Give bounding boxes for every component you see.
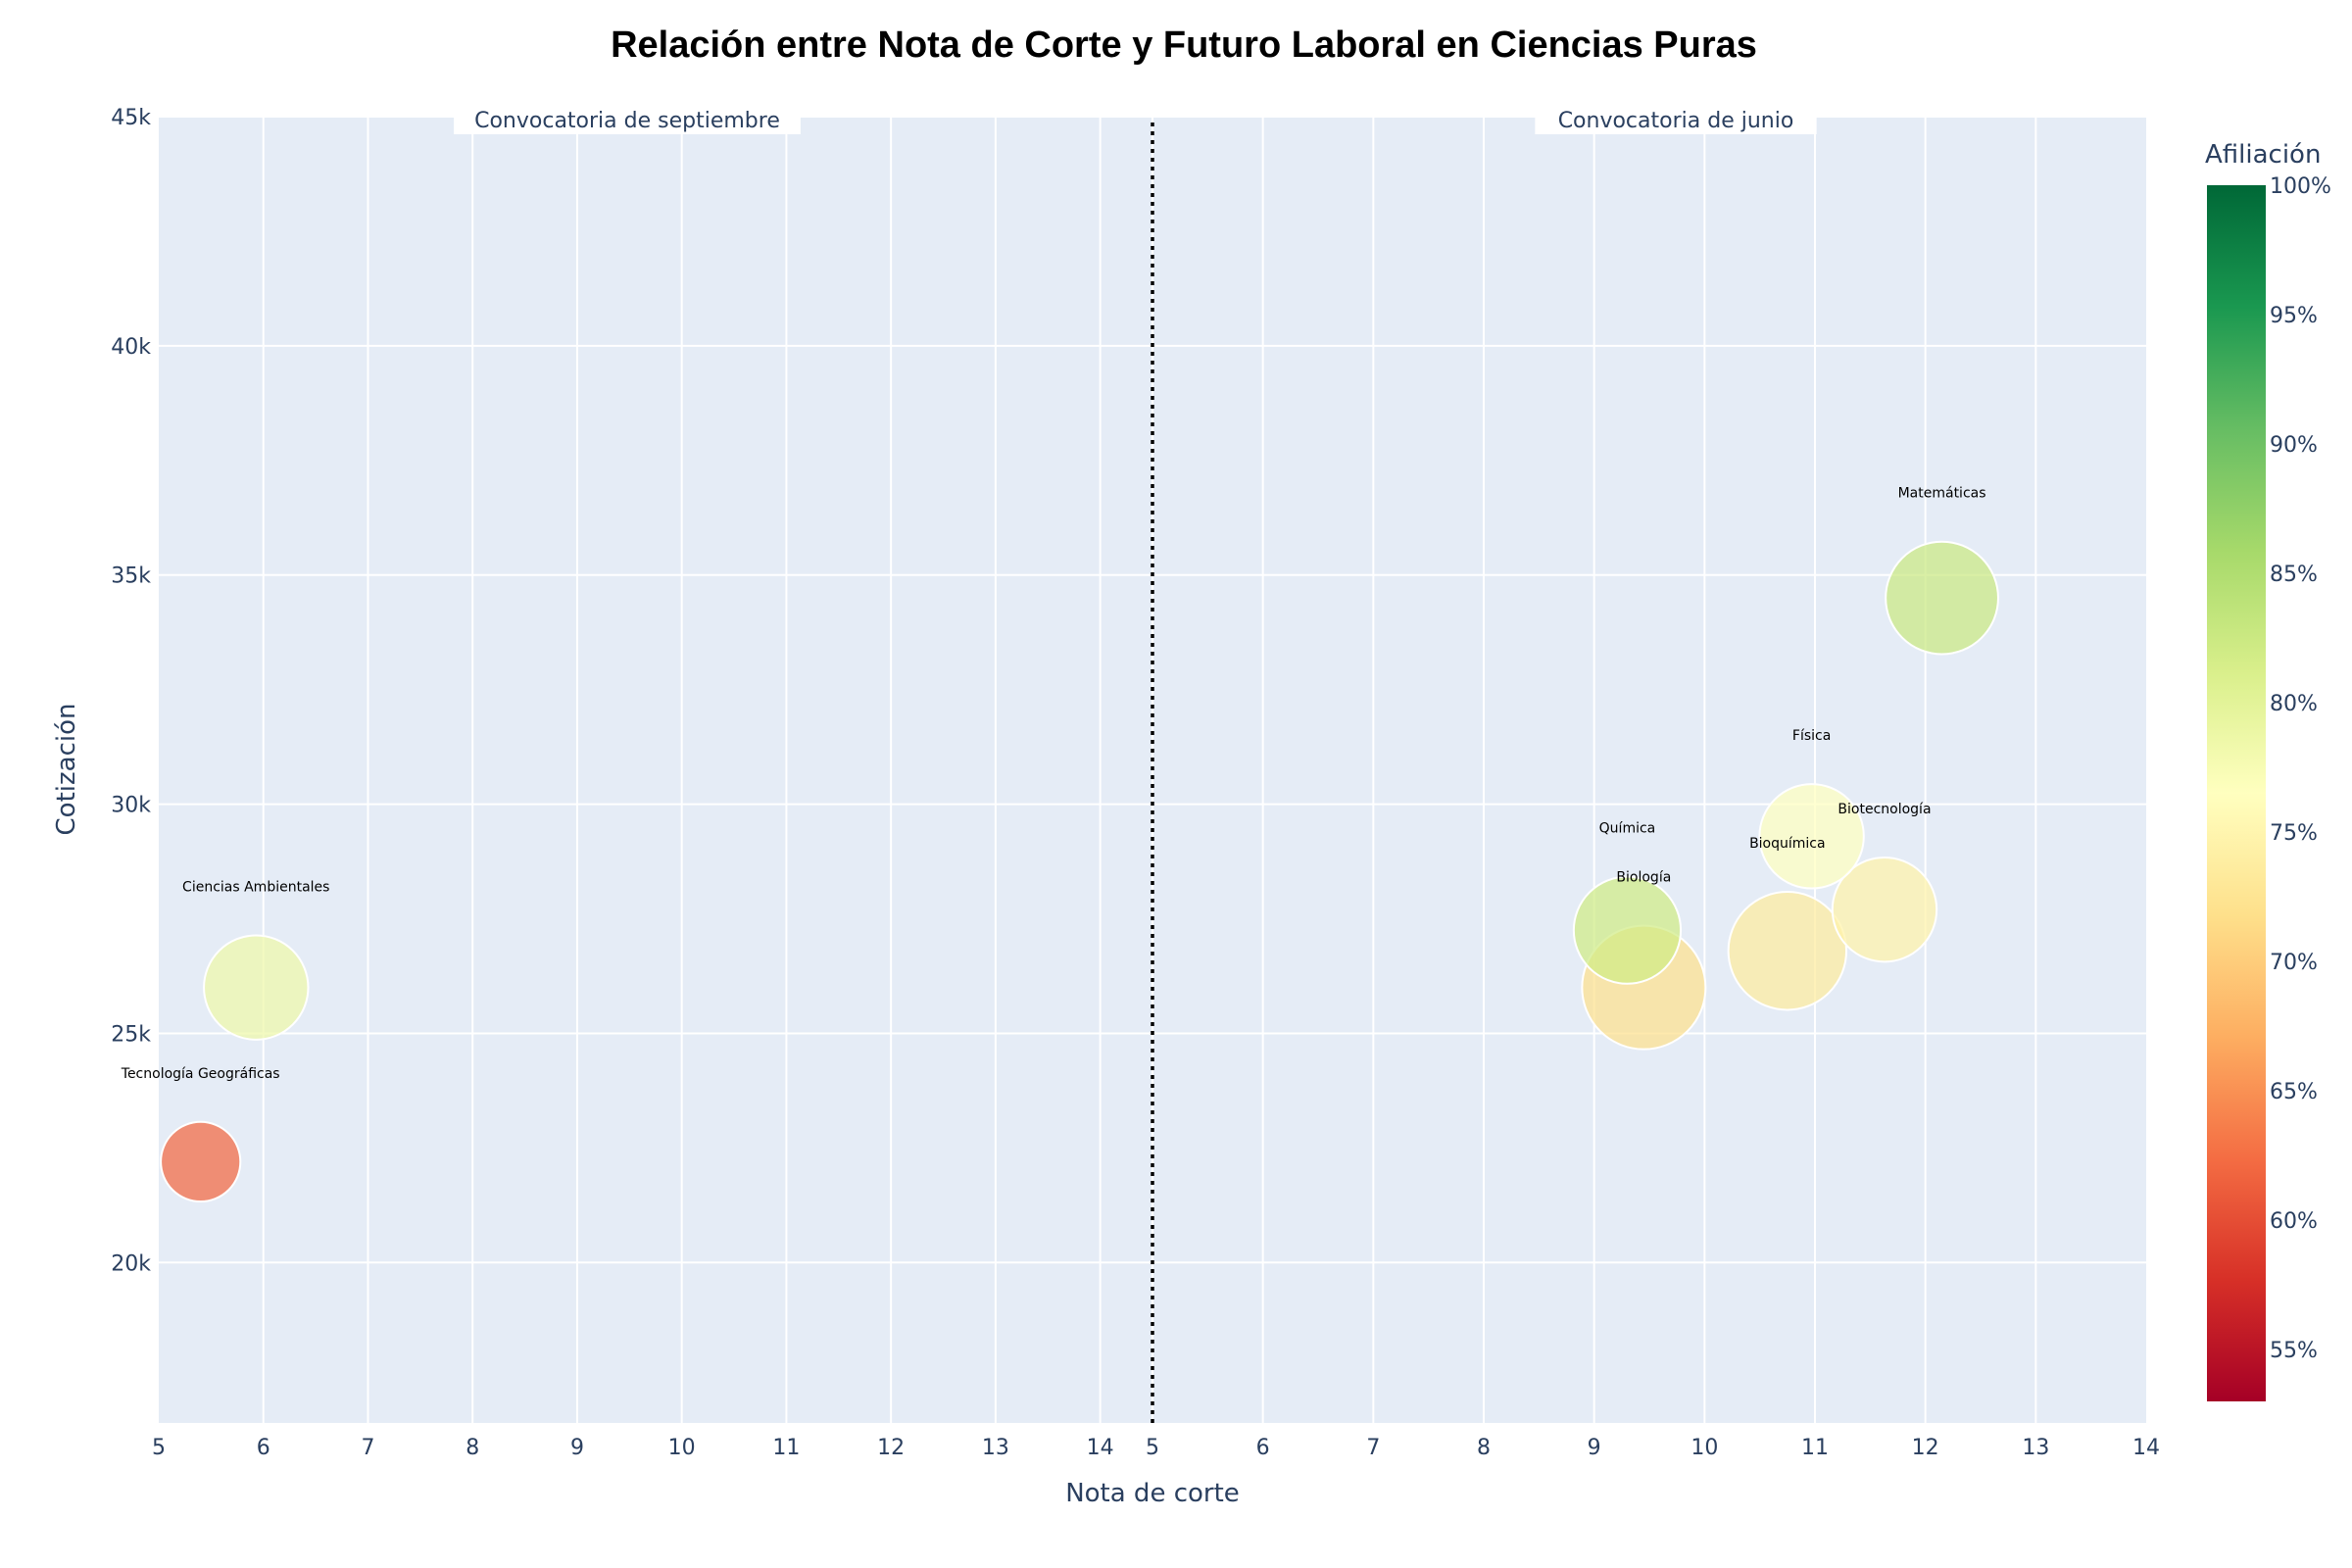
x-tick-label: 6 xyxy=(1256,1436,1270,1460)
x-tick-label: 13 xyxy=(982,1436,1009,1460)
panel-annotations: Convocatoria de septiembre Convocatoria d… xyxy=(454,103,1817,134)
x-tick-label: 8 xyxy=(1477,1436,1491,1460)
panel-annotation: Convocatoria de junio xyxy=(1558,109,1794,133)
colorbar-tick-label: 90% xyxy=(2270,433,2318,458)
y-tick-label: 35k xyxy=(111,564,151,589)
x-tick-label: 10 xyxy=(668,1436,696,1460)
panel-annotation: Convocatoria de septiembre xyxy=(474,109,780,133)
x-tick-label: 8 xyxy=(466,1436,479,1460)
x-tick-label: 7 xyxy=(1366,1436,1380,1460)
x-tick-label: 12 xyxy=(877,1436,905,1460)
y-tick-label: 40k xyxy=(111,335,151,360)
colorbar-tick-label: 80% xyxy=(2270,692,2318,716)
bubble-label: Química xyxy=(1599,821,1656,837)
y-tick-label: 25k xyxy=(111,1022,151,1047)
x-tick-label: 11 xyxy=(1801,1436,1829,1460)
x-axis-label: Nota de corte xyxy=(1065,1479,1240,1508)
x-axis-ticks: 5 6 7 8 9 10 11 12 13 14 5 6 7 8 9 10 11 12 13 14 xyxy=(152,1436,2160,1460)
bubble-label: Biotecnología xyxy=(1838,802,1931,817)
bubble-label: Biología xyxy=(1616,870,1671,886)
colorbar-ticks: 55% 60% 65% 70% 75% 80% 85% 90% 95% 100% xyxy=(2270,174,2331,1363)
y-axis-ticks: 20k 25k 30k 35k 40k 45k xyxy=(111,106,151,1276)
colorbar-tick-label: 65% xyxy=(2270,1080,2318,1104)
x-tick-label: 11 xyxy=(772,1436,800,1460)
chart-title: Relación entre Nota de Corte y Futuro La… xyxy=(611,24,1757,66)
bubble-point[interactable] xyxy=(1885,540,1999,656)
bubble-label: Tecnología Geográficas xyxy=(121,1066,280,1082)
colorbar-tick-label: 100% xyxy=(2270,174,2331,199)
bubble-point[interactable] xyxy=(160,1120,242,1203)
x-tick-label: 6 xyxy=(257,1436,270,1460)
colorbar-tick-label: 85% xyxy=(2270,563,2318,587)
colorbar xyxy=(2207,185,2266,1401)
x-tick-label: 9 xyxy=(570,1436,584,1460)
x-tick-label: 13 xyxy=(2022,1436,2049,1460)
colorbar-tick-label: 75% xyxy=(2270,821,2318,846)
bubble-point[interactable] xyxy=(1572,875,1683,985)
colorbar-title: Afiliación xyxy=(2205,140,2321,170)
y-tick-label: 20k xyxy=(111,1251,151,1276)
bubble-label: Matemáticas xyxy=(1898,486,1986,502)
panel-annotation-box xyxy=(454,103,801,134)
colorbar-tick-label: 55% xyxy=(2270,1339,2318,1363)
x-tick-label: 9 xyxy=(1588,1436,1601,1460)
bubble-label: Física xyxy=(1792,728,1831,744)
x-tick-label: 5 xyxy=(152,1436,166,1460)
x-tick-label: 10 xyxy=(1690,1436,1718,1460)
colorbar-tick-label: 95% xyxy=(2270,304,2318,328)
bubble-labels: Ciencias Ambientales Tecnología Geográfic… xyxy=(121,486,1986,1082)
bubbles xyxy=(160,540,1999,1203)
x-tick-label: 7 xyxy=(361,1436,374,1460)
x-tick-label: 14 xyxy=(2132,1436,2160,1460)
bubble-point[interactable] xyxy=(1727,891,1848,1011)
bubble-point[interactable] xyxy=(203,934,310,1041)
y-tick-label: 30k xyxy=(111,794,151,818)
y-tick-label: 45k xyxy=(111,106,151,130)
bubble-label: Ciencias Ambientales xyxy=(182,879,329,895)
y-axis-label: Cotización xyxy=(52,704,81,836)
x-tick-label: 12 xyxy=(1912,1436,1939,1460)
colorbar-tick-label: 70% xyxy=(2270,951,2318,975)
panel-annotation-box xyxy=(1535,103,1817,134)
bubble-point[interactable] xyxy=(1831,856,1938,963)
x-tick-label: 5 xyxy=(1146,1436,1159,1460)
bubble-point[interactable] xyxy=(1758,783,1865,890)
bubble-label: Bioquímica xyxy=(1749,836,1826,852)
x-tick-label: 14 xyxy=(1087,1436,1114,1460)
grid-lines xyxy=(159,116,2146,1423)
colorbar-tick-label: 60% xyxy=(2270,1209,2318,1234)
